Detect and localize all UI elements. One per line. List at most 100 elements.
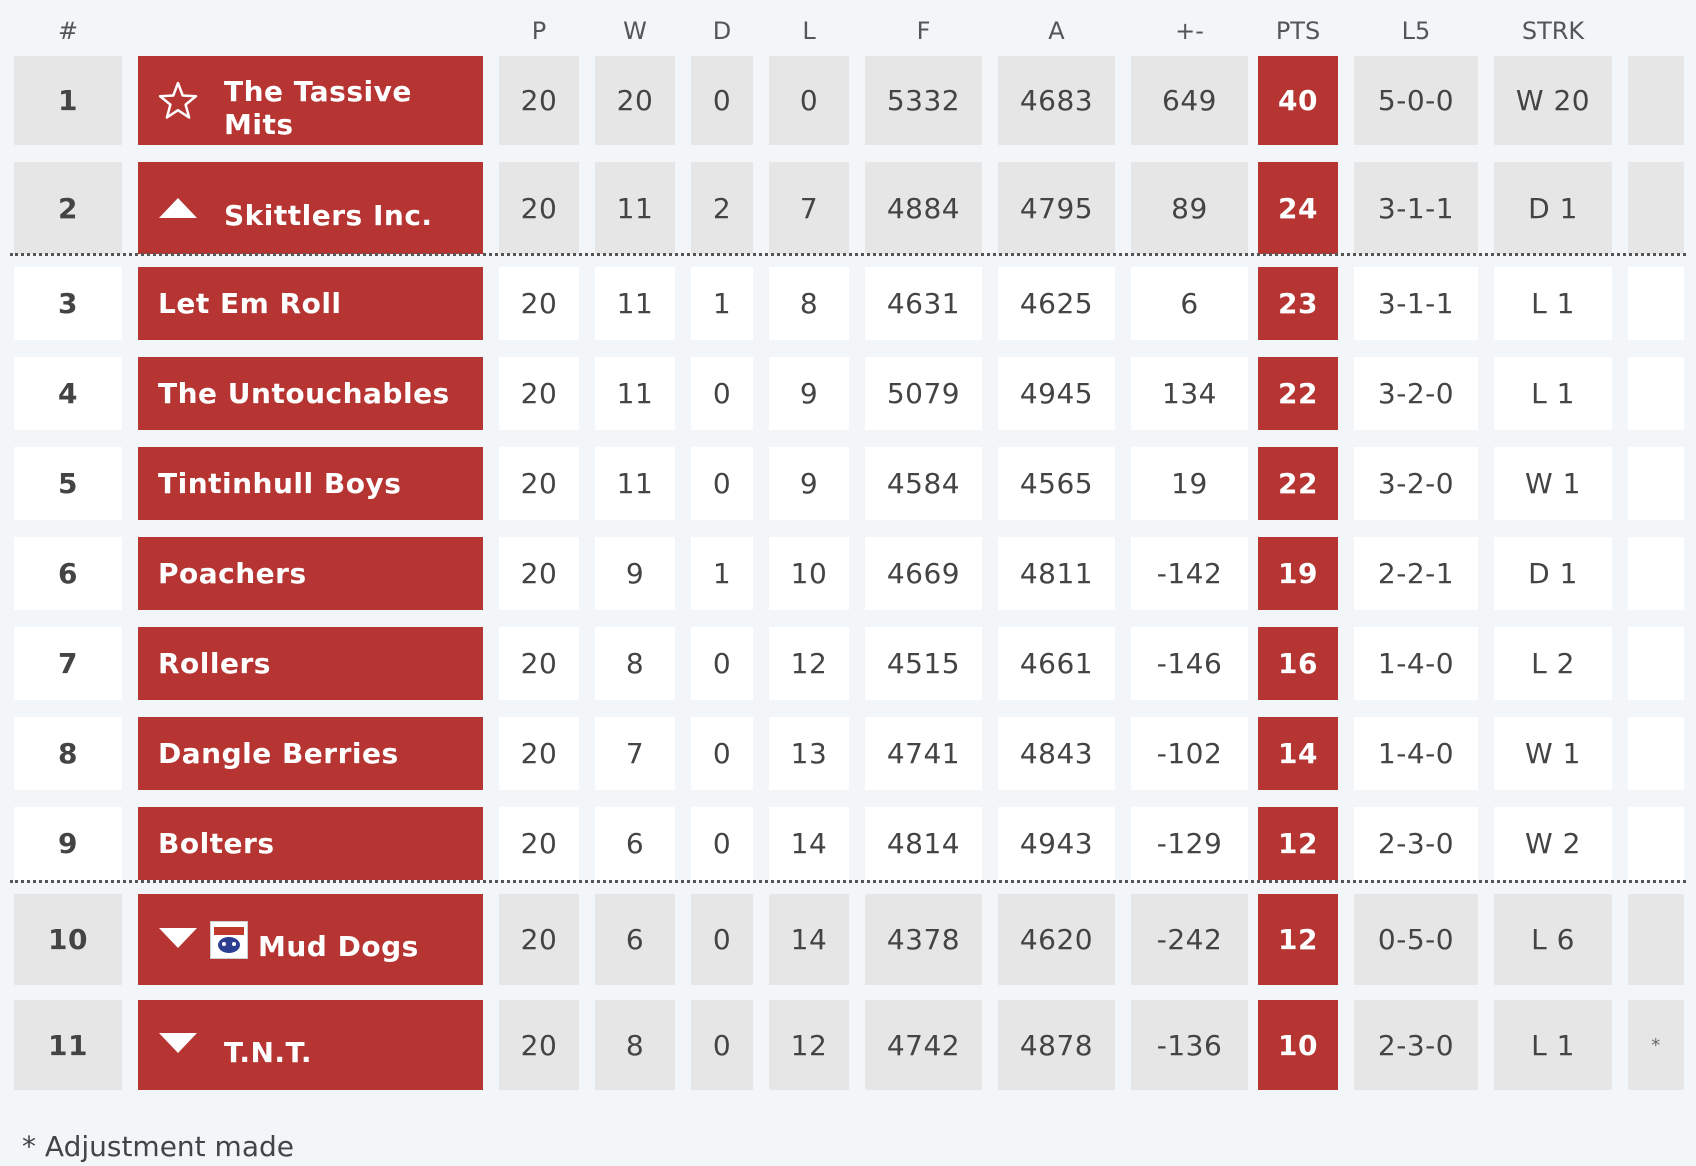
f-cell: 4884 [865, 162, 982, 254]
team-name[interactable]: The Untouchables [158, 377, 450, 410]
diff-cell: -242 [1131, 894, 1248, 985]
f-cell: 4814 [865, 807, 982, 880]
team-name[interactable]: Bolters [158, 827, 275, 860]
f-cell: 5079 [865, 357, 982, 430]
adj-cell [1628, 357, 1684, 430]
table-row[interactable]: 5 Tintinhull Boys 20 11 0 9 4584 4565 19 22 3-2-0 W… [0, 447, 1696, 520]
w-cell: 11 [595, 357, 675, 430]
table-row[interactable]: 1 The Tassive Mits 20 20 0 0 5332 4683 649 40 5-0-… [0, 56, 1696, 145]
f-cell: 5332 [865, 56, 982, 145]
strk-cell: L 1 [1494, 1000, 1612, 1090]
f-cell: 4584 [865, 447, 982, 520]
p-cell: 20 [499, 894, 579, 985]
diff-cell: -142 [1131, 537, 1248, 610]
f-cell: 4515 [865, 627, 982, 700]
pts-cell: 22 [1258, 357, 1338, 430]
w-cell: 20 [595, 56, 675, 145]
table-row[interactable]: 11 T.N.T. 20 8 0 12 4742 4878 -136 10 2-3-0 L 1 * [0, 1000, 1696, 1090]
triangle-up-icon [158, 188, 198, 228]
l-cell: 9 [769, 357, 849, 430]
team-cell[interactable]: Dangle Berries [138, 717, 483, 790]
l-cell: 10 [769, 537, 849, 610]
team-name[interactable]: Let Em Roll [158, 287, 342, 320]
adj-cell [1628, 807, 1684, 880]
strk-cell: L 6 [1494, 894, 1612, 985]
diff-cell: 6 [1131, 267, 1248, 340]
team-cell[interactable]: Tintinhull Boys [138, 447, 483, 520]
team-name[interactable]: Tintinhull Boys [158, 467, 402, 500]
position-cell: 5 [14, 447, 122, 520]
team-cell[interactable]: The Tassive Mits [138, 56, 483, 145]
team-cell[interactable]: Poachers [138, 537, 483, 610]
l-cell: 7 [769, 162, 849, 254]
w-cell: 6 [595, 894, 675, 985]
diff-cell: -136 [1131, 1000, 1248, 1090]
team-name[interactable]: Skittlers Inc. [224, 198, 433, 232]
table-row[interactable]: 4 The Untouchables 20 11 0 9 5079 4945 134 22 3-2-… [0, 357, 1696, 430]
table-row[interactable]: 2 Skittlers Inc. 20 11 2 7 4884 4795 89 24 3-1-1 D … [0, 162, 1696, 254]
p-cell: 20 [499, 267, 579, 340]
team-name[interactable]: Rollers [158, 647, 271, 680]
w-cell: 6 [595, 807, 675, 880]
a-cell: 4843 [998, 717, 1115, 790]
triangle-down-icon [158, 920, 198, 960]
p-cell: 20 [499, 357, 579, 430]
pts-cell: 40 [1258, 56, 1338, 145]
table-row[interactable]: 7 Rollers 20 8 0 12 4515 4661 -146 16 1-4-0 L 2 [0, 627, 1696, 700]
d-cell: 0 [691, 627, 753, 700]
team-name[interactable]: Mud Dogs [258, 930, 419, 963]
p-cell: 20 [499, 717, 579, 790]
a-cell: 4565 [998, 447, 1115, 520]
table-row[interactable]: 3 Let Em Roll 20 11 1 8 4631 4625 6 23 3-1-1 L 1 [0, 267, 1696, 340]
d-cell: 0 [691, 357, 753, 430]
w-cell: 11 [595, 267, 675, 340]
table-row[interactable]: 10 Mud Dogs 20 6 0 14 4378 4620 -242 12 0-5-0 L 6 [0, 894, 1696, 985]
position-cell: 6 [14, 537, 122, 610]
team-cell[interactable]: Mud Dogs [138, 894, 483, 985]
team-crest-icon [210, 920, 248, 959]
d-cell: 1 [691, 267, 753, 340]
d-cell: 0 [691, 717, 753, 790]
f-cell: 4741 [865, 717, 982, 790]
team-cell[interactable]: Let Em Roll [138, 267, 483, 340]
column-header-l: L [802, 17, 816, 45]
l5-cell: 1-4-0 [1354, 717, 1478, 790]
position-cell: 10 [14, 894, 122, 985]
team-name[interactable]: T.N.T. [224, 1035, 313, 1069]
l5-cell: 3-1-1 [1354, 267, 1478, 340]
column-header-w: W [623, 17, 647, 45]
a-cell: 4625 [998, 267, 1115, 340]
team-cell[interactable]: Bolters [138, 807, 483, 880]
d-cell: 0 [691, 807, 753, 880]
pts-cell: 12 [1258, 807, 1338, 880]
team-name[interactable]: Poachers [158, 557, 307, 590]
column-header-a: A [1048, 17, 1065, 45]
diff-cell: 134 [1131, 357, 1248, 430]
a-cell: 4878 [998, 1000, 1115, 1090]
column-header-p: P [531, 17, 547, 45]
a-cell: 4943 [998, 807, 1115, 880]
team-cell[interactable]: Skittlers Inc. [138, 162, 483, 254]
a-cell: 4620 [998, 894, 1115, 985]
l5-cell: 5-0-0 [1354, 56, 1478, 145]
diff-cell: 19 [1131, 447, 1248, 520]
zone-divider [10, 253, 1686, 256]
team-name[interactable]: Dangle Berries [158, 737, 399, 770]
w-cell: 11 [595, 447, 675, 520]
l5-cell: 1-4-0 [1354, 627, 1478, 700]
table-row[interactable]: 9 Bolters 20 6 0 14 4814 4943 -129 12 2-3-0 W 2 [0, 807, 1696, 880]
team-name[interactable]: The Tassive Mits [224, 74, 412, 141]
team-cell[interactable]: T.N.T. [138, 1000, 483, 1090]
zone-divider [10, 880, 1686, 883]
team-cell[interactable]: The Untouchables [138, 357, 483, 430]
team-cell[interactable]: Rollers [138, 627, 483, 700]
p-cell: 20 [499, 162, 579, 254]
position-cell: 9 [14, 807, 122, 880]
a-cell: 4811 [998, 537, 1115, 610]
table-row[interactable]: 8 Dangle Berries 20 7 0 13 4741 4843 -102 14 1-4-0… [0, 717, 1696, 790]
column-header-team [138, 0, 483, 62]
position-cell: 7 [14, 627, 122, 700]
pts-cell: 12 [1258, 894, 1338, 985]
table-row[interactable]: 6 Poachers 20 9 1 10 4669 4811 -142 19 2-2-1 D 1 [0, 537, 1696, 610]
column-header-f: F [916, 17, 931, 45]
